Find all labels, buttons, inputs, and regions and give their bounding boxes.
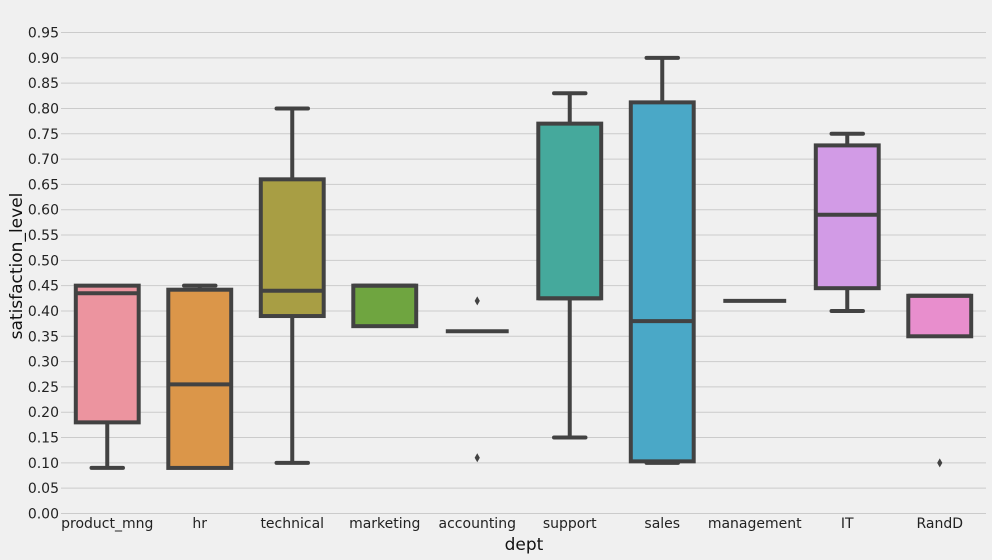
box-RandD <box>906 293 974 468</box>
box-marketing <box>351 283 419 329</box>
box-series <box>73 55 974 470</box>
y-tick-label: 0.85 <box>28 76 59 92</box>
x-tick-label: product_mng <box>61 516 153 532</box>
y-tick-label: 0.55 <box>28 228 59 244</box>
y-tick-label: 0.30 <box>28 355 59 371</box>
box-iqr <box>536 121 604 301</box>
box-sales <box>628 55 696 465</box>
y-tick-label: 0.75 <box>28 127 59 143</box>
x-tick-label: technical <box>260 516 324 532</box>
y-tick-label: 0.20 <box>28 405 59 421</box>
y-tick-label: 0.25 <box>28 380 59 396</box>
y-tick-label: 0.95 <box>28 26 59 42</box>
x-tick-label: IT <box>841 516 854 532</box>
box-iqr <box>351 283 419 329</box>
y-tick-label: 0.70 <box>28 152 59 168</box>
x-tick-label: sales <box>644 516 680 532</box>
box-accounting <box>445 296 509 463</box>
box-IT <box>813 131 881 313</box>
y-tick-label: 0.00 <box>28 507 59 523</box>
x-tick-label: accounting <box>439 516 516 532</box>
box-support <box>536 91 604 440</box>
x-tick-label: management <box>708 516 802 532</box>
box-iqr <box>813 143 881 291</box>
y-tick-label: 0.90 <box>28 51 59 67</box>
y-tick-label: 0.15 <box>28 431 59 447</box>
box-iqr <box>258 177 326 319</box>
outlier-point <box>474 453 480 463</box>
y-tick-label: 0.10 <box>28 456 59 472</box>
box-product_mng <box>73 283 141 470</box>
box-technical <box>258 106 326 465</box>
y-tick-label: 0.35 <box>28 329 59 345</box>
y-axis-label: satisfaction_level <box>7 193 27 340</box>
y-tick-label: 0.45 <box>28 279 59 295</box>
y-tick-label: 0.40 <box>28 304 59 320</box>
x-tick-label: hr <box>192 516 207 532</box>
box-iqr <box>166 287 234 470</box>
y-tick-label: 0.65 <box>28 177 59 193</box>
x-tick-label: RandD <box>916 516 963 532</box>
outlier-point <box>474 296 480 306</box>
x-tick-label: support <box>543 516 597 532</box>
y-axis-tick-labels: 0.00 0.05 0.10 0.15 0.20 0.25 0.30 0.35 0.40 0.45… <box>28 26 59 523</box>
box-iqr <box>906 293 974 339</box>
box-hr <box>166 283 234 470</box>
y-tick-label: 0.50 <box>28 253 59 269</box>
y-tick-label: 0.80 <box>28 101 59 117</box>
outlier-point <box>937 458 943 468</box>
x-tick-label: marketing <box>349 516 420 532</box>
box-iqr <box>73 283 141 425</box>
y-tick-label: 0.60 <box>28 203 59 219</box>
x-axis-tick-labels: product_mng hr technical marketing accountin… <box>61 516 963 532</box>
box-iqr <box>628 100 696 464</box>
y-tick-label: 0.05 <box>28 481 59 497</box>
x-axis-label: dept <box>505 535 544 555</box>
